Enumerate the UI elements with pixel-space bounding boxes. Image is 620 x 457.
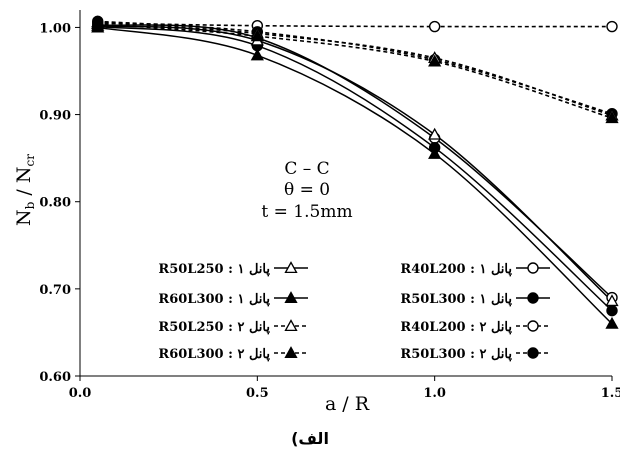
x-tick-label: 1.5 xyxy=(601,386,620,401)
legend-swatch-marker xyxy=(527,292,539,304)
y-axis-title: Nb / Ncr xyxy=(13,154,37,226)
legend-label: R60L300 : پانل ۲ xyxy=(158,347,270,362)
legend-label: R50L300 : پانل ۲ xyxy=(400,347,512,362)
series-line-4 xyxy=(97,24,613,302)
series-line-6 xyxy=(97,21,613,117)
legend-label: R40L200 : پانل ۱ xyxy=(400,262,512,277)
series-lines xyxy=(97,20,613,325)
data-point-1 xyxy=(606,304,618,317)
legend-label: R50L250 : پانل ۱ xyxy=(158,262,270,277)
legend-swatch-marker xyxy=(527,262,539,274)
series-line-7 xyxy=(97,23,613,119)
legend-swatch-marker xyxy=(284,319,298,332)
data-point-5 xyxy=(605,316,619,329)
x-tick-label: 0.0 xyxy=(69,386,92,401)
legend-swatch-marker xyxy=(284,261,298,274)
legend-swatch-marker xyxy=(527,320,539,332)
data-point-2 xyxy=(428,20,441,33)
annotation-line-2: θ = 0 xyxy=(284,180,330,200)
data-point-5 xyxy=(428,146,442,159)
x-axis-title: a / R xyxy=(325,393,370,415)
y-tick-label: 0.80 xyxy=(39,196,71,211)
data-point-4 xyxy=(605,294,619,307)
legend-label: R40L200 : پانل ۲ xyxy=(400,320,512,335)
legend-label: R60L300 : پانل ۱ xyxy=(158,292,270,307)
tick-group: 0.0 0.5 1.0 1.5 0.60 0.70 0.80 0.90 1.00 xyxy=(39,21,620,401)
legend-swatch-marker xyxy=(527,347,539,359)
legend-swatch-marker xyxy=(284,291,298,304)
y-tick-label: 0.70 xyxy=(39,283,71,298)
data-point-2 xyxy=(606,20,618,33)
data-point-7 xyxy=(428,54,442,67)
data-point-7 xyxy=(605,111,619,124)
figure-caption: الف) xyxy=(291,429,329,448)
x-tick-label: 1.0 xyxy=(423,386,446,401)
annotation-line-1: C – C xyxy=(284,159,329,179)
series-line-0 xyxy=(97,24,613,299)
legend: R50L250 : پانل ۱ R60L300 : پانل ۱ R50L250 … xyxy=(158,261,550,362)
series-line-3 xyxy=(97,20,613,115)
series-markers xyxy=(91,15,619,329)
legend-label: R50L300 : پانل ۱ xyxy=(400,292,512,307)
data-point-5 xyxy=(250,48,264,61)
y-tick-label: 0.60 xyxy=(39,370,71,385)
legend-swatch-marker xyxy=(284,346,298,359)
data-point-4 xyxy=(428,127,442,140)
annotation-line-3: t = 1.5mm xyxy=(261,202,352,222)
x-tick-label: 0.5 xyxy=(246,386,269,401)
legend-label: R50L250 : پانل ۲ xyxy=(158,320,270,335)
data-point-7 xyxy=(250,29,264,42)
data-point-7 xyxy=(91,17,105,29)
y-tick-label: 1.00 xyxy=(39,21,71,36)
series-line-5 xyxy=(97,26,613,325)
series-line-1 xyxy=(97,25,613,312)
y-tick-label: 0.90 xyxy=(39,109,71,124)
